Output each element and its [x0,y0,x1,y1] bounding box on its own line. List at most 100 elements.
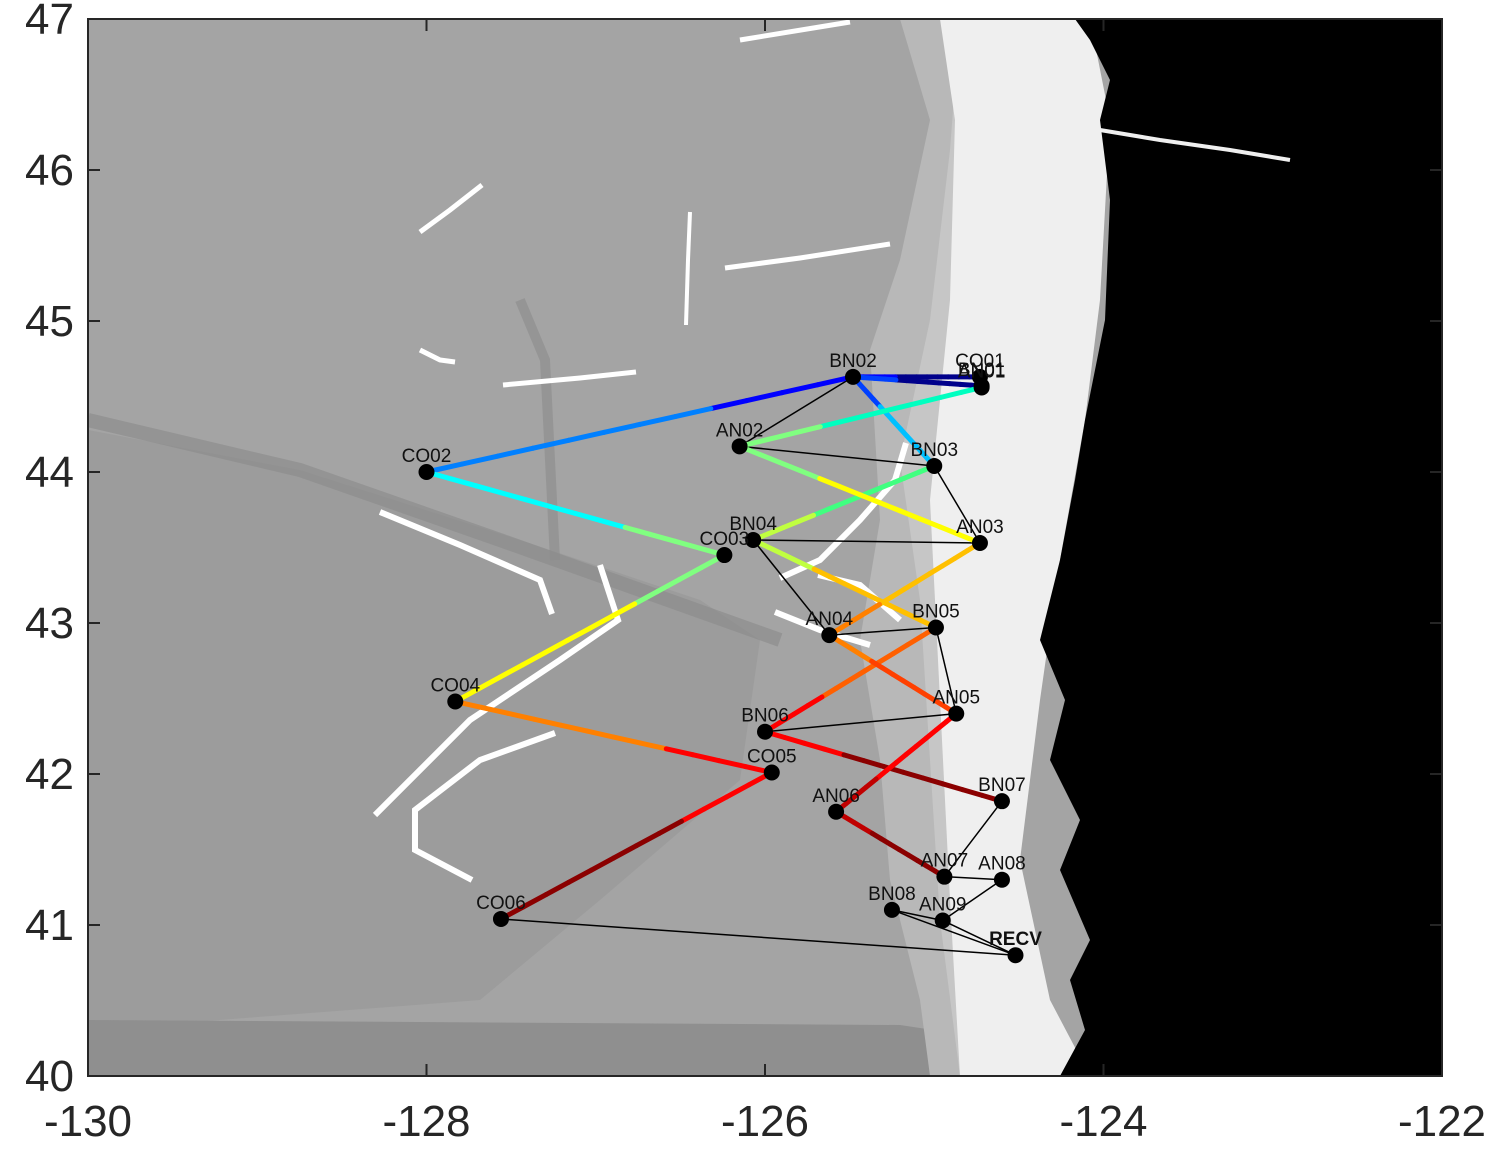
drift-segment [805,694,825,709]
station-label: AN09 [919,894,967,915]
drift-segment [757,434,783,444]
drift-segment [917,516,943,530]
station-marker [883,901,900,918]
drift-segment [918,394,944,405]
y-tick-label: 43 [25,599,74,648]
x-tick-label: -126 [721,1097,809,1146]
y-tick-label: 42 [25,750,74,799]
drift-segment [861,758,886,769]
station-marker [927,619,944,636]
station-label: CO03 [700,529,750,550]
drift-segment [877,500,903,514]
y-tick-label: 40 [25,1052,74,1101]
drift-segment [530,437,572,451]
drift-segment [677,564,705,582]
station-marker [993,871,1010,888]
deployment-links [455,376,1016,956]
y-tick-label: 41 [25,901,74,950]
drift-segment [558,722,590,734]
glider-track [773,609,871,648]
station-marker [418,464,435,480]
drift-segment [826,500,847,512]
drift-segment [886,475,907,487]
drift-segment [817,476,843,490]
deployment-link [739,376,854,447]
columbia-river [1099,128,1291,162]
drift-segment [780,518,801,531]
drift-segment [777,429,803,440]
station-label: CO02 [402,446,452,467]
drift-segment [523,497,554,510]
drift-segment [878,404,904,415]
drift-segment [782,735,807,746]
glider-track [378,509,555,615]
glider-track [418,183,484,235]
deployment-link [942,919,1016,956]
land-mass [1040,19,1442,1076]
station-label: AN05 [932,688,980,709]
drift-segment [959,787,985,798]
y-axis: 40 41 42 43 44 45 46 47 [25,0,1442,1101]
deployment-link [891,909,943,922]
station-marker [821,627,838,644]
drift-segment [637,740,669,752]
drift-segment [479,704,511,716]
station-marker [845,368,862,385]
drift-segment [790,703,811,717]
drift-segment [841,752,867,764]
station-marker [447,693,464,710]
drift-segment [901,469,922,481]
station-marker [948,705,965,722]
canyon-channel [515,298,560,561]
drift-segment [904,633,925,648]
x-tick-label: -122 [1398,1097,1486,1146]
station-label: AN06 [812,786,860,807]
station-label: AN08 [978,854,1026,875]
drift-segment [505,710,537,722]
glider-track [418,347,456,365]
station-label: CO05 [747,746,797,767]
drift-segment [690,752,722,764]
deployment-link [739,445,935,467]
station-label: CO04 [430,676,480,697]
drift-segment [542,637,570,656]
drift-segment [857,492,883,506]
deployment-link [935,627,957,714]
drift-segment [776,711,796,726]
drift-segment [566,867,594,885]
deployment-link [500,918,1016,956]
station-label: BN08 [868,884,916,905]
glider-track [412,730,557,883]
deployment-link [943,800,1003,878]
coastal-shelf [930,19,1110,1076]
glider-track [724,241,891,271]
station-marker [716,547,733,564]
drift-segment [940,781,965,793]
deployment-link [753,539,980,544]
drift-segment [797,467,823,482]
drift-segment [837,484,863,498]
deployment-link [942,879,1003,922]
drift-segment [588,855,617,873]
bathymetry-layer [88,19,1442,1076]
drift-segment [938,389,964,400]
drift-segment [611,843,639,861]
station-marker [936,868,953,885]
drift-segment [448,476,479,489]
station-marker [763,764,780,781]
drift-segment [801,740,827,752]
drift-segment [811,566,832,579]
blanco-fracture-shading [88,413,783,647]
station-marker [926,457,943,474]
drift-segment [708,398,749,412]
drift-segment [498,490,529,503]
glider-track [684,211,692,326]
drift-segment [632,589,660,607]
drift-segment [819,685,839,700]
deployment-link [944,875,1002,881]
drift-segment [475,674,503,692]
drift-segment [716,758,748,770]
drift-segment [890,642,910,657]
drift-segment [497,662,526,680]
